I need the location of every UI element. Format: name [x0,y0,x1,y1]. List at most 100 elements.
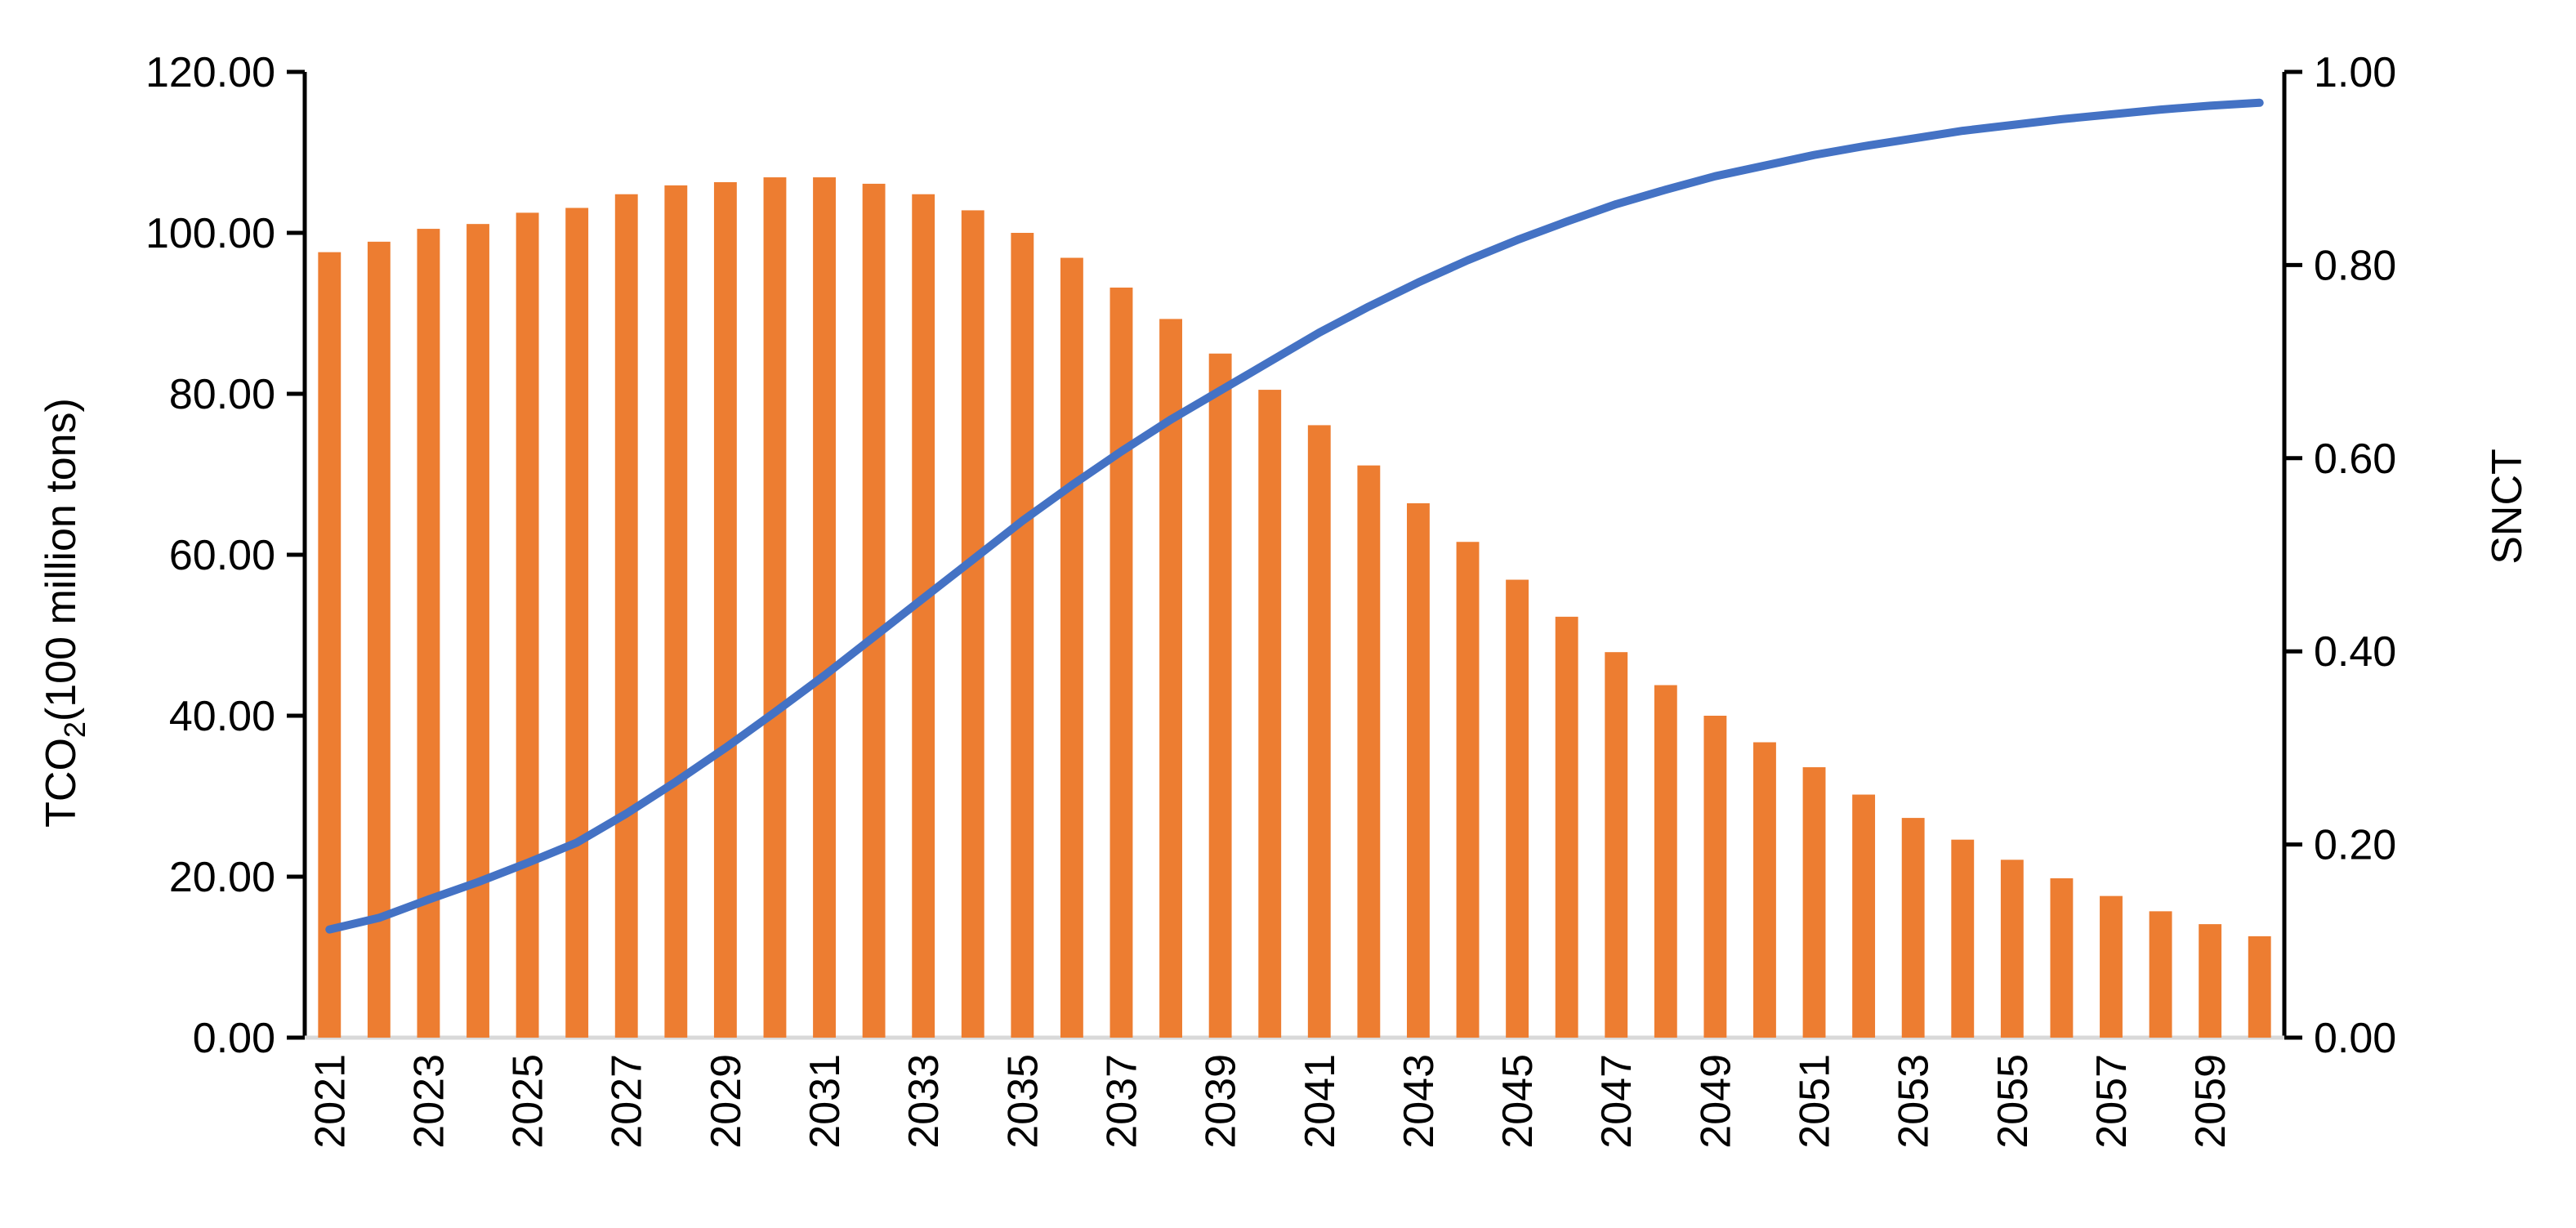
snct-point-2034 [972,559,974,560]
bar-2028 [664,185,688,1038]
bar-2039 [1208,353,1232,1038]
x-tick-label: 2045 [1494,1054,1542,1149]
y-tick-label: 40.00 [169,693,275,740]
snct-point-2046 [1566,221,1568,222]
snct-point-2060 [2259,102,2261,104]
snct-line [325,98,2264,934]
x-tick-label: 2047 [1593,1054,1641,1149]
bar-2046 [1555,616,1578,1038]
snct-point-2021 [328,929,330,931]
bar-2060 [2248,936,2271,1038]
x-tick-label: 2029 [703,1054,750,1149]
snct-point-2045 [1516,239,1518,241]
y-tick-label: 80.00 [169,371,275,418]
bar-2040 [1258,390,1282,1038]
x-tick-label: 2059 [2187,1054,2234,1149]
bar-2023 [417,229,440,1038]
x-tick-label: 2051 [1792,1054,1839,1149]
bar-2034 [961,210,984,1038]
bar-2044 [1456,542,1480,1038]
bar-2053 [1901,818,1925,1038]
snct-point-2047 [1615,203,1617,205]
bar-2052 [1852,794,1876,1038]
y2-tick-label: 0.00 [2314,1015,2396,1062]
bar-2054 [1951,839,1975,1038]
bar-2038 [1159,319,1182,1038]
x-tick-label: 2033 [900,1054,948,1149]
snct-point-2031 [824,675,825,677]
snct-point-2037 [1120,451,1122,453]
y-tick-label: 100.00 [145,210,275,257]
bar-2033 [912,194,935,1038]
bars-layer [318,177,2271,1038]
bar-2042 [1357,465,1381,1038]
y-tick-label: 0.00 [193,1015,275,1062]
snct-point-2055 [2011,124,2013,126]
y2-tick-label: 0.20 [2314,822,2396,869]
x-tick-label: 2039 [1198,1054,1245,1149]
bar-2057 [2100,895,2123,1038]
bar-2032 [862,183,886,1038]
labels-layer: 0.00 20.00 40.00 60.00 80.00 100.00 120.00 0.00… [145,49,2396,1149]
y-axis-title-subscript: 2 [58,721,92,738]
snct-point-2038 [1170,419,1172,421]
line-layer [325,98,2264,934]
bar-2035 [1011,233,1034,1038]
bar-2029 [713,181,737,1038]
bar-2058 [2149,911,2172,1038]
axes-layer [287,69,2302,1040]
bar-2030 [763,177,787,1038]
bar-2031 [813,177,836,1038]
bar-2049 [1703,716,1727,1038]
bar-2036 [1060,257,1083,1038]
x-tick-label: 2037 [1099,1054,1146,1149]
bar-2047 [1605,652,1628,1038]
snct-point-2056 [2060,118,2062,120]
snct-point-2043 [1417,282,1419,284]
bar-2048 [1654,685,1677,1038]
y-tick-label: 120.00 [145,49,275,96]
snct-point-2026 [576,842,578,843]
snct-point-2042 [1368,306,1369,307]
bar-2022 [367,241,391,1038]
y2-axis-title: SNCT [2484,449,2531,565]
y-axis-title-main: TCO [38,738,85,828]
bar-2037 [1109,287,1133,1038]
y2-tick-label: 0.80 [2314,242,2396,289]
bar-2024 [467,224,489,1038]
x-tick-label: 2027 [604,1054,651,1149]
y2-tick-label: 1.00 [2314,49,2396,96]
snct-point-2054 [1962,130,1963,132]
bar-2055 [2000,860,2024,1038]
y-tick-label: 60.00 [169,532,275,579]
x-tick-label: 2049 [1692,1054,1739,1149]
snct-point-2050 [1764,165,1766,167]
x-tick-label: 2025 [505,1054,552,1149]
x-tick-label: 2057 [2088,1054,2136,1149]
x-tick-label: 2041 [1297,1054,1344,1149]
x-tick-label: 2053 [1891,1054,1938,1149]
snct-point-2027 [626,813,627,815]
y2-tick-label: 0.60 [2314,435,2396,483]
bar-2059 [2199,924,2222,1038]
snct-point-2059 [2209,105,2211,106]
x-tick-label: 2021 [306,1054,354,1149]
x-tick-label: 2023 [405,1054,453,1149]
bar-2041 [1307,425,1331,1038]
bar-2043 [1407,502,1430,1038]
y2-tick-label: 0.40 [2314,628,2396,676]
bar-2050 [1753,742,1776,1038]
bar-2025 [516,212,539,1038]
x-tick-label: 2043 [1395,1054,1443,1149]
x-tick-label: 2055 [1989,1054,2037,1149]
bar-2051 [1802,767,1826,1038]
bar-2045 [1506,579,1529,1038]
y-tick-label: 20.00 [169,854,275,901]
y-axis-title: TCO2(100 million tons) [38,398,92,828]
snct-point-2033 [922,597,924,599]
snct-point-2058 [2160,109,2162,110]
bar-2026 [565,208,589,1038]
x-tick-label: 2035 [999,1054,1047,1149]
bar-2021 [318,252,342,1038]
